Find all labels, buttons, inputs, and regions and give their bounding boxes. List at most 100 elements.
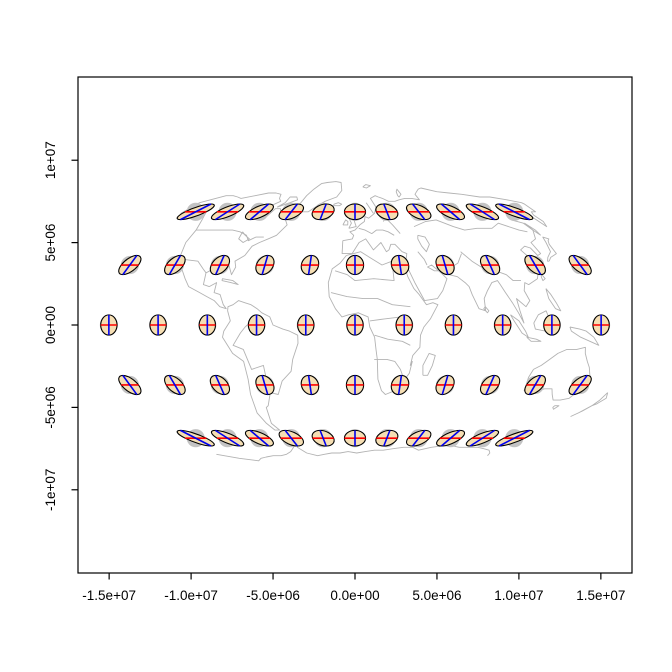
coastline-path <box>327 251 439 395</box>
meridian-axis-line <box>442 255 448 274</box>
meridian-axis-line <box>320 430 326 446</box>
meridian-axis-line <box>384 204 390 220</box>
meridian-axis-line <box>530 375 541 394</box>
meridian-axis-line <box>262 375 268 394</box>
coastline-path <box>238 231 250 243</box>
country-border-path <box>334 261 395 282</box>
country-border-path <box>374 334 411 346</box>
meridian-axis-line <box>216 375 224 394</box>
meridian-axis-line <box>262 255 268 274</box>
meridian-axis-line <box>486 375 494 394</box>
tissot-indicatrix <box>275 429 308 447</box>
coastline-path <box>342 219 349 226</box>
meridian-axis-line <box>309 375 312 394</box>
meridian-axis-line <box>441 204 459 220</box>
meridian-axis-line <box>399 255 402 274</box>
meridian-axis-line <box>413 204 425 220</box>
tissot-indicatrix <box>434 375 457 394</box>
tissot-indicatrix <box>373 203 400 221</box>
coastline-path <box>483 306 490 314</box>
country-border-path <box>365 202 374 214</box>
tissot-indicatrix <box>254 255 277 274</box>
meridian-axis-line <box>285 204 297 220</box>
meridian-axis-line <box>573 375 587 394</box>
tissot-indicatrix <box>543 315 561 335</box>
x-tick-label: -5.0e+06 <box>246 588 300 603</box>
tissot-layer <box>100 203 610 448</box>
tissot-indicatrix <box>346 315 364 335</box>
tissot-indicatrix <box>247 315 265 335</box>
coastline-path <box>542 236 557 262</box>
meridian-axis-line <box>470 430 494 446</box>
tissot-indicatrix <box>444 315 462 335</box>
coastline-path <box>526 336 542 342</box>
y-tick-label: 5e+06 <box>43 224 58 262</box>
country-border-path <box>369 316 401 322</box>
coastline-path <box>569 326 600 346</box>
meridian-axis-line <box>499 430 530 446</box>
meridian-axis-line <box>530 255 541 274</box>
coastline-path <box>422 352 436 376</box>
coastline-path <box>540 274 546 282</box>
x-tick-label: 1.5e+07 <box>576 588 625 603</box>
tissot-indicatrix <box>477 255 503 274</box>
tissot-indicatrix <box>488 429 540 447</box>
coastline-path <box>297 181 343 213</box>
coastline-path <box>179 192 288 310</box>
meridian-axis-line <box>413 430 425 446</box>
tissot-indicatrix <box>434 255 457 274</box>
meridian-axis-line <box>123 255 137 274</box>
meridian-axis-line <box>309 255 312 274</box>
meridian-axis-line <box>169 255 180 274</box>
tissot-indicatrix <box>207 255 233 274</box>
tissot-indicatrix <box>431 203 470 221</box>
tissot-indicatrix <box>207 375 233 394</box>
y-tick-label: 1e+07 <box>43 141 58 179</box>
country-border-path <box>417 251 428 266</box>
tissot-indicatrix <box>310 429 337 447</box>
x-tick-label: 1.0e+07 <box>494 588 543 603</box>
tissot-indicatrix <box>114 255 145 274</box>
meridian-axis-line <box>180 204 211 220</box>
meridian-axis-line <box>123 375 137 394</box>
meridian-axis-line <box>215 430 239 446</box>
tissot-indicatrix <box>297 315 315 335</box>
coastline-path <box>276 196 299 208</box>
tissot-indicatrix <box>488 203 540 221</box>
tissot-indicatrix <box>460 429 506 447</box>
world-map <box>179 181 609 462</box>
tissot-indicatrix <box>114 375 145 394</box>
tissot-indicatrix <box>310 203 337 221</box>
country-border-path <box>374 358 405 380</box>
tissot-indicatrix <box>161 375 189 394</box>
tissot-indicatrix <box>300 255 320 274</box>
tissot-indicatrix <box>565 255 596 274</box>
meridian-axis-line <box>180 430 211 446</box>
country-border-path <box>413 219 528 233</box>
coastline-path <box>216 442 491 462</box>
tissot-indicatrix <box>521 255 549 274</box>
coastline-path <box>221 278 239 286</box>
coastline-path <box>333 202 343 207</box>
coastline-path <box>552 405 560 410</box>
tissot-indicatrix <box>395 315 413 335</box>
tissot-indicatrix <box>402 203 435 221</box>
tissot-indicatrix <box>300 375 320 394</box>
x-tick-label: 0.0e+00 <box>330 588 379 603</box>
tissot-indicatrix <box>565 375 596 394</box>
meridian-axis-line <box>499 204 530 220</box>
meridian-axis-line <box>215 204 239 220</box>
country-border-path <box>182 258 207 274</box>
coastline-path <box>395 188 402 198</box>
meridian-axis-line <box>320 204 326 220</box>
tissot-indicatrix <box>170 429 222 447</box>
coastline-path <box>417 234 430 253</box>
meridian-axis-line <box>442 375 448 394</box>
country-border-path <box>358 227 395 236</box>
tissot-indicatrix <box>346 375 364 394</box>
tissot-indicatrix <box>521 375 549 394</box>
tissot-indicatrix <box>494 315 512 335</box>
tissot-indicatrix <box>477 375 503 394</box>
coastline-path <box>341 187 548 324</box>
